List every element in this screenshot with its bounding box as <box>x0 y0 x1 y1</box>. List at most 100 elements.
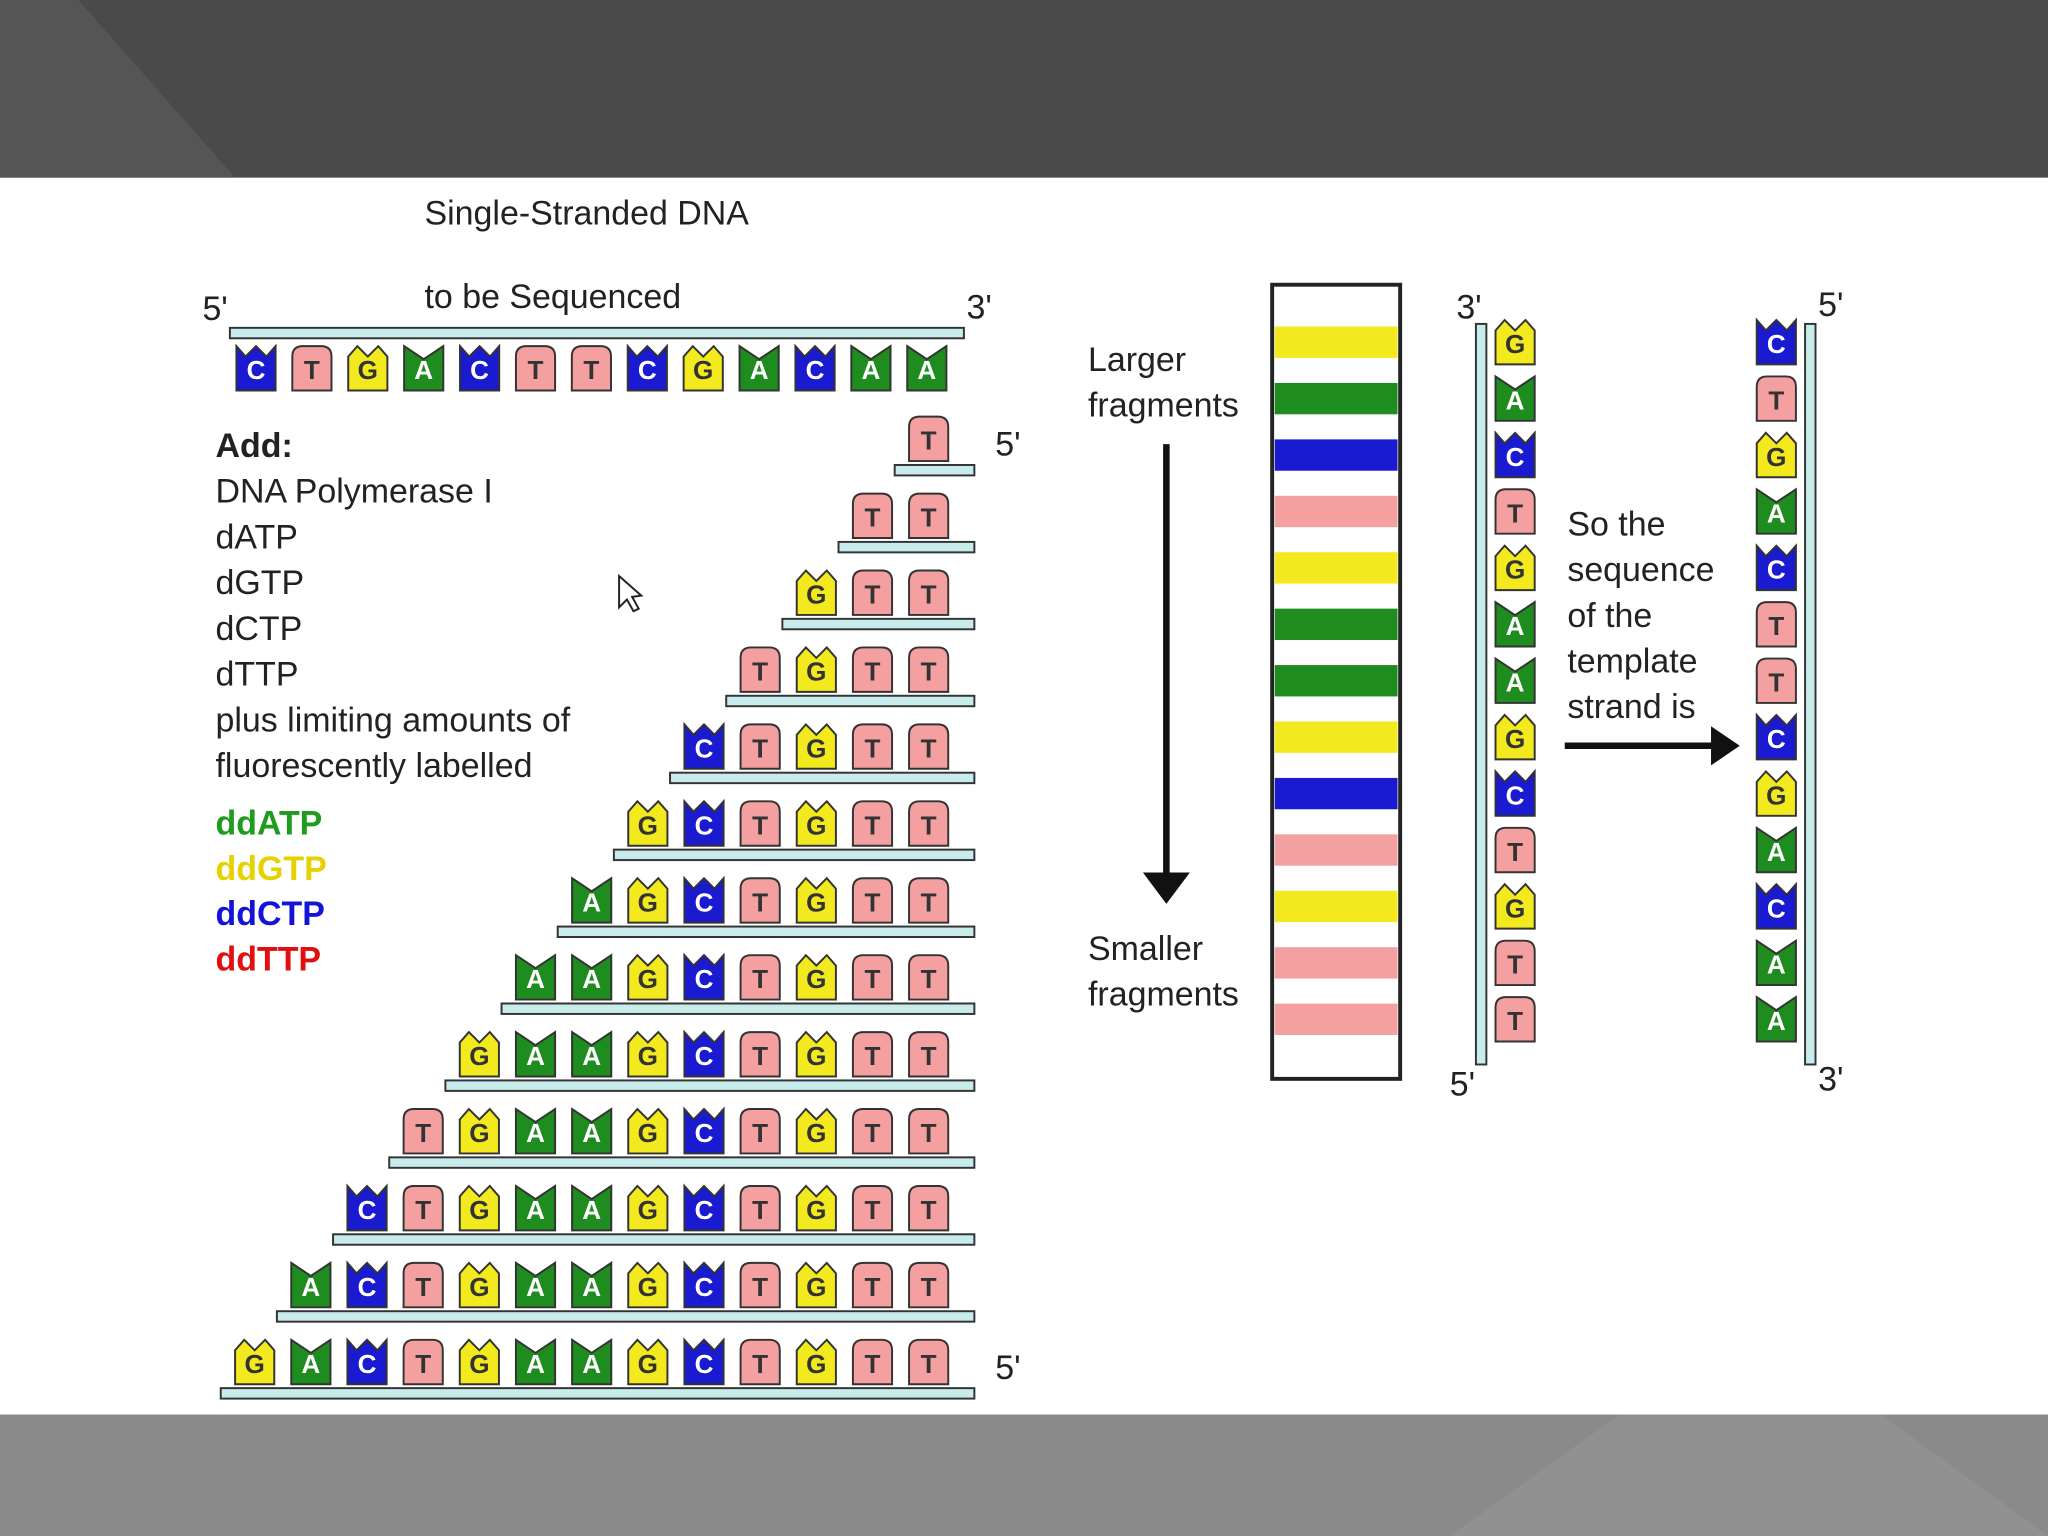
end-label: 3' <box>967 289 992 327</box>
base-block <box>627 1338 669 1386</box>
base-letter: T <box>921 1118 937 1148</box>
base-block <box>458 1030 500 1078</box>
fragment-strand <box>612 848 976 862</box>
base-letter: G <box>806 580 826 610</box>
base-block <box>1755 431 1797 479</box>
base-letter: G <box>1766 442 1786 472</box>
conclusion-text: So the <box>1567 505 1665 543</box>
footer-decoration <box>1449 1414 2048 1536</box>
base-block <box>571 1261 613 1309</box>
base-letter: T <box>415 1195 431 1225</box>
base-block <box>851 569 894 616</box>
base-letter: G <box>638 1195 658 1225</box>
base-block <box>346 1337 388 1386</box>
base-block <box>627 799 669 847</box>
base-block <box>908 646 950 693</box>
base-letter: T <box>752 733 768 763</box>
base-block <box>1755 601 1797 648</box>
base-block <box>794 343 836 392</box>
base-letter: A <box>582 964 601 994</box>
base-letter: A <box>414 355 433 385</box>
title: to be Sequenced <box>424 278 681 316</box>
base-letter: T <box>921 1349 937 1379</box>
base-block <box>851 954 894 1001</box>
base-block <box>571 876 613 924</box>
gel-band <box>1274 721 1398 753</box>
base-block <box>683 875 725 924</box>
base-block <box>1755 995 1797 1043</box>
base-block <box>626 343 668 392</box>
base-letter: C <box>358 1195 377 1225</box>
base-block <box>1494 713 1536 761</box>
base-letter: C <box>1767 893 1786 923</box>
base-letter: A <box>526 1272 545 1302</box>
end-label: 3' <box>1456 289 1481 327</box>
base-letter: G <box>469 1118 489 1148</box>
end-label: 3' <box>1818 1060 1843 1098</box>
base-letter: T <box>583 355 599 385</box>
base-letter: A <box>526 964 545 994</box>
gel-band <box>1274 890 1398 923</box>
base-letter: A <box>582 1349 601 1379</box>
base-block <box>908 569 950 616</box>
base-letter: C <box>638 355 657 385</box>
base-letter: T <box>865 964 881 994</box>
base-letter: T <box>415 1272 431 1302</box>
base-letter: G <box>806 1272 826 1302</box>
base-letter: C <box>695 964 714 994</box>
base-block <box>850 344 892 392</box>
base-letter: T <box>752 656 768 686</box>
base-block <box>739 800 781 847</box>
base-block <box>1494 374 1536 422</box>
mouse-cursor <box>618 573 644 613</box>
base-letter: T <box>921 1195 937 1225</box>
base-letter: G <box>1505 555 1525 585</box>
base-block <box>1494 826 1536 874</box>
base-letter: T <box>921 1272 937 1302</box>
base-letter: T <box>921 964 937 994</box>
base-block <box>1755 317 1797 366</box>
base-block <box>908 1184 950 1232</box>
base-block <box>571 1107 613 1155</box>
base-letter: A <box>1506 385 1525 415</box>
base-letter: C <box>695 887 714 917</box>
reagent-item: dATP <box>216 518 298 556</box>
fragment-strand <box>725 694 976 708</box>
base-block <box>402 1184 444 1232</box>
base-letter: T <box>752 887 768 917</box>
result-arrow-head <box>1711 726 1740 766</box>
base-letter: T <box>752 1118 768 1148</box>
base-letter: G <box>1505 724 1525 754</box>
base-letter: T <box>752 1041 768 1071</box>
base-letter: T <box>921 580 937 610</box>
base-block <box>1755 938 1797 987</box>
header-decoration <box>0 0 236 178</box>
base-letter: C <box>1767 724 1786 754</box>
base-block <box>1494 939 1536 987</box>
base-letter: A <box>1506 611 1525 641</box>
base-block <box>514 1030 557 1078</box>
base-letter: G <box>469 1349 489 1379</box>
base-block <box>851 646 894 693</box>
base-letter: T <box>415 1118 431 1148</box>
base-letter: T <box>865 580 881 610</box>
base-block <box>851 723 894 770</box>
base-block <box>1494 768 1536 817</box>
base-block <box>739 954 781 1001</box>
base-letter: G <box>638 1349 658 1379</box>
base-letter: T <box>865 1118 881 1148</box>
gel-band <box>1274 834 1398 866</box>
base-block <box>514 345 557 392</box>
base-block <box>795 799 837 847</box>
base-block <box>403 344 445 392</box>
base-block <box>795 569 837 616</box>
base-block <box>402 1261 444 1309</box>
base-letter: C <box>695 1118 714 1148</box>
base-letter: A <box>582 1195 601 1225</box>
base-block <box>851 877 894 924</box>
base-block <box>739 1338 781 1386</box>
reagent-item: fluorescently labelled <box>216 747 533 785</box>
gel-band <box>1274 495 1398 528</box>
base-block <box>906 344 948 392</box>
